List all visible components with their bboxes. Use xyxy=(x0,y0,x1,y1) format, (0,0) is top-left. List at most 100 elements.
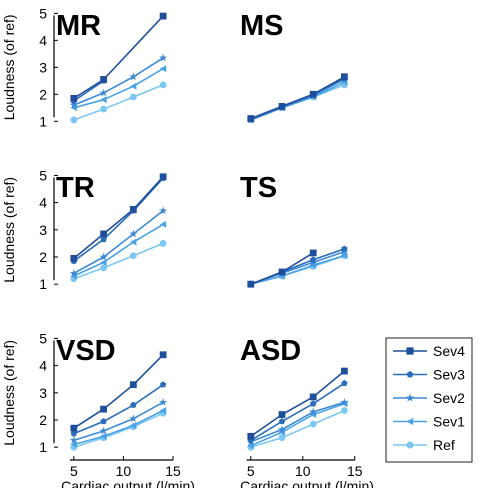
x-tick-label: 15 xyxy=(165,463,181,479)
y-tick-label: 5 xyxy=(39,167,47,183)
data-point xyxy=(159,220,167,228)
data-point xyxy=(100,432,107,440)
data-point xyxy=(129,229,138,238)
panels: MR 1 2 3 4 5 Loudness (of ref) MS TR 1 2 3 4 5 Loudnes… xyxy=(1,5,374,488)
data-point xyxy=(129,252,137,260)
series-sev2 xyxy=(69,53,168,109)
panel-title: ASD xyxy=(240,335,301,367)
panel-title: MR xyxy=(56,10,101,42)
series-sev4 xyxy=(70,12,167,102)
panel-ts: TS xyxy=(240,172,349,288)
series-line xyxy=(250,382,345,442)
x-tick-label: 10 xyxy=(295,463,311,479)
series-line xyxy=(250,409,345,448)
legend-label: Sev3 xyxy=(433,367,465,383)
data-point xyxy=(70,116,78,124)
panel-title: VSD xyxy=(56,335,116,367)
data-point xyxy=(247,280,255,288)
series-sev1 xyxy=(70,407,167,448)
series-sev1 xyxy=(247,252,348,288)
panel-title: MS xyxy=(240,10,284,42)
data-point xyxy=(159,398,168,406)
legend-label: Sev4 xyxy=(433,343,465,359)
x-tick-label: 5 xyxy=(70,463,78,479)
y-axis-label: Loudness (of ref) xyxy=(1,340,17,446)
y-tick-label: 1 xyxy=(39,113,47,129)
data-point xyxy=(159,65,167,73)
series-line xyxy=(73,354,164,429)
data-point xyxy=(340,398,349,406)
data-point xyxy=(100,230,107,238)
data-point xyxy=(278,268,286,276)
data-point xyxy=(129,414,138,423)
data-point xyxy=(129,381,137,389)
data-point xyxy=(341,379,348,387)
data-point xyxy=(129,422,137,429)
series-line xyxy=(73,384,164,435)
data-point xyxy=(129,238,137,246)
data-point xyxy=(278,434,286,442)
x-axis-label: Cardiac output (l/min) xyxy=(240,478,374,488)
data-point xyxy=(100,76,107,83)
data-point xyxy=(70,254,78,262)
data-point xyxy=(69,436,78,444)
y-tick-label: 1 xyxy=(39,276,47,292)
legend-entry-sev3: Sev3 xyxy=(393,367,465,383)
series-sev4 xyxy=(247,73,348,122)
y-axis-label: Loudness (of ref) xyxy=(1,177,17,283)
y-axis-label: Loudness (of ref) xyxy=(1,14,17,120)
data-point xyxy=(99,426,108,435)
legend-label: Ref xyxy=(433,437,455,453)
y-tick-label: 2 xyxy=(39,249,47,265)
legend-entry-sev1: Sev1 xyxy=(393,414,465,430)
data-point xyxy=(247,432,255,440)
y-tick-label: 2 xyxy=(39,86,47,102)
y-tick-label: 1 xyxy=(39,439,47,455)
data-point xyxy=(100,264,107,272)
data-point xyxy=(129,82,137,90)
series-sev3 xyxy=(247,379,348,444)
data-point xyxy=(100,105,107,113)
series-line xyxy=(73,80,105,102)
data-point xyxy=(69,100,78,109)
data-point xyxy=(159,351,167,359)
series-line xyxy=(73,223,164,277)
data-point xyxy=(159,407,167,414)
data-point xyxy=(100,96,107,104)
legend-label: Sev1 xyxy=(433,414,465,430)
data-point xyxy=(159,173,167,181)
x-tick-label: 15 xyxy=(347,463,363,479)
data-point xyxy=(159,206,168,215)
data-point xyxy=(341,245,348,252)
x-tick-label: 10 xyxy=(116,463,132,479)
data-point xyxy=(277,425,287,433)
y-tick-label: 4 xyxy=(39,32,47,48)
series-line xyxy=(250,401,345,443)
data-point xyxy=(159,12,167,20)
legend-marker xyxy=(406,370,414,378)
series-line xyxy=(250,78,345,121)
data-point xyxy=(100,417,107,425)
data-point xyxy=(70,94,78,102)
series-line xyxy=(73,68,164,109)
data-point xyxy=(130,401,137,408)
series-sev4 xyxy=(247,367,348,440)
data-point xyxy=(99,252,108,261)
data-point xyxy=(278,103,286,110)
data-point xyxy=(309,407,318,416)
data-point xyxy=(309,393,317,401)
data-point xyxy=(100,405,107,413)
panel-ms: MS xyxy=(240,10,349,124)
series-line xyxy=(73,177,164,262)
data-point xyxy=(309,420,317,428)
y-tick-label: 5 xyxy=(39,5,47,21)
data-point xyxy=(99,88,108,97)
legend-marker xyxy=(406,441,414,449)
series-line xyxy=(73,176,164,260)
legend-label: Sev2 xyxy=(433,390,465,406)
data-point xyxy=(70,430,78,437)
panel-mr: MR 1 2 3 4 5 Loudness (of ref) xyxy=(1,5,168,129)
series-sev1 xyxy=(247,400,348,450)
data-point xyxy=(70,424,78,432)
